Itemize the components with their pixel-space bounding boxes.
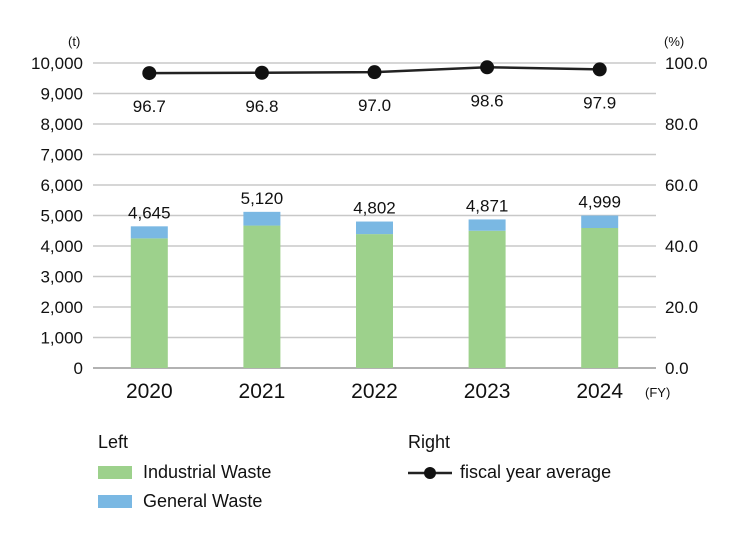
left-tick-label: 4,000 — [40, 237, 83, 256]
legend-general: General Waste — [98, 491, 262, 512]
legend-label-industrial: Industrial Waste — [143, 462, 272, 482]
bar-total-label: 4,645 — [128, 203, 171, 222]
legend-left-title: Left — [98, 432, 129, 452]
bar-industrial — [356, 234, 393, 368]
right-tick-label: 0.0 — [665, 359, 689, 378]
line-data-label: 97.0 — [358, 96, 391, 115]
bar-general — [581, 215, 619, 229]
bar-general — [468, 219, 506, 231]
left-axis-unit: (t) — [68, 34, 80, 49]
right-tick-label: 100.0 — [665, 54, 708, 73]
line-point — [254, 65, 269, 80]
left-tick-label: 1,000 — [40, 329, 83, 348]
bar-total-label: 4,802 — [353, 199, 396, 218]
legend-label-general: General Waste — [143, 491, 263, 511]
line-point — [367, 65, 382, 80]
bar-total-label: 4,999 — [578, 193, 621, 212]
right-tick-label: 60.0 — [665, 176, 698, 195]
x-axis-unit: (FY) — [645, 385, 670, 400]
bar-industrial — [581, 228, 619, 368]
left-tick-label: 8,000 — [40, 115, 83, 134]
bar-industrial — [468, 230, 506, 368]
line-point — [480, 60, 495, 75]
legend-industrial: Industrial Waste — [98, 462, 271, 483]
line-point — [592, 62, 607, 77]
bar-industrial — [130, 238, 168, 368]
bar-total-label: 5,120 — [241, 189, 284, 208]
right-tick-label: 20.0 — [665, 298, 698, 317]
left-tick-label: 7,000 — [40, 146, 83, 165]
bar-total-label: 4,871 — [466, 196, 509, 215]
legend-swatch-general — [98, 495, 132, 508]
bar-general — [243, 211, 281, 226]
left-tick-label: 3,000 — [40, 268, 83, 287]
x-tick-label: 2020 — [126, 380, 173, 403]
x-tick-label: 2022 — [351, 380, 398, 403]
line-point — [142, 66, 157, 81]
line-data-label: 98.6 — [471, 91, 504, 110]
line-data-label: 97.9 — [583, 93, 616, 112]
x-tick-label: 2021 — [239, 380, 286, 403]
legend-line: fiscal year average — [408, 462, 611, 483]
left-tick-label: 2,000 — [40, 298, 83, 317]
right-tick-label: 80.0 — [665, 115, 698, 134]
left-tick-label: 6,000 — [40, 176, 83, 195]
bar-industrial — [243, 225, 281, 368]
x-tick-label: 2024 — [576, 380, 623, 403]
left-tick-label: 9,000 — [40, 85, 83, 104]
legend-label-line: fiscal year average — [460, 462, 612, 482]
chart-plot: 0 1,000 2,000 3,000 4,000 5,000 6,000 7,000 8,00… — [31, 34, 708, 403]
legend-swatch-industrial — [98, 466, 132, 479]
right-tick-label: 40.0 — [665, 237, 698, 256]
line-data-label: 96.7 — [133, 97, 166, 116]
bar-general — [356, 221, 393, 235]
left-tick-label: 0 — [74, 359, 83, 378]
x-tick-label: 2023 — [464, 380, 511, 403]
legend-line-marker-icon — [408, 466, 452, 479]
legend-right-title: Right — [408, 432, 451, 452]
left-tick-label: 5,000 — [40, 207, 83, 226]
bar-general — [130, 226, 168, 239]
line-data-label: 96.8 — [245, 97, 278, 116]
right-axis-unit: (%) — [664, 34, 684, 49]
left-tick-label: 10,000 — [31, 54, 83, 73]
